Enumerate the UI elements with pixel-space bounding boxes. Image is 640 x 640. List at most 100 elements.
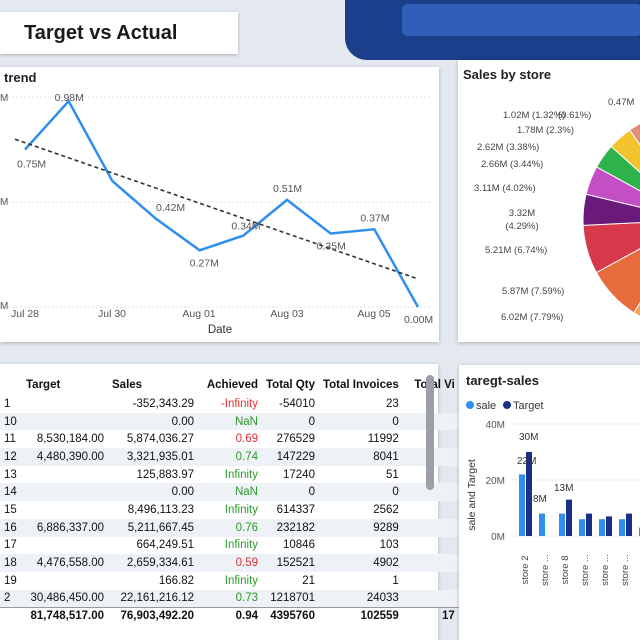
table-cell: 13 [4, 468, 17, 481]
data-table: Target Sales Achieved Total Qty Total Invoic… [0, 375, 459, 625]
pie-label: 0.47M [608, 97, 634, 108]
table-cell [402, 589, 459, 608]
table-cell: 152521 [262, 554, 319, 572]
bar-data-label: 30M [519, 432, 538, 443]
table-cell [22, 395, 108, 413]
table-row[interactable]: 15 8,496,113.23 Infinity 614337 2562 [0, 501, 459, 519]
table-cell [403, 537, 459, 555]
bar-y-tick: 40M [486, 420, 505, 431]
table-cell: 0.59 [198, 554, 262, 572]
table-cell [22, 572, 108, 590]
pie-card[interactable]: Sales by store 6.02M (7.79%) 5.87M (7.59%… [458, 60, 640, 342]
table-cell [403, 501, 459, 519]
table-cell: 9289 [318, 518, 403, 537]
table-cell: 5,874,036.27 [126, 433, 194, 446]
pie-label: 5.87M (7.59%) [502, 286, 564, 297]
table-cell: 12 [0, 448, 22, 466]
table-cell: 0.74 [198, 448, 262, 466]
table-cell: 10 [0, 412, 22, 431]
bar-sale [559, 513, 565, 536]
table-cell: 8,530,184.00 [36, 433, 104, 446]
table-row[interactable]: 16 6,886,337.00 5,211,667.45 0.76 232182 9289 [0, 518, 459, 537]
trend-data-label: 0.75M [17, 159, 46, 171]
table-row[interactable]: 10 0.00 NaN 0 0 [0, 412, 459, 431]
report-title: Target vs Actual [24, 22, 178, 44]
bar-Target [566, 499, 572, 536]
bar-title: taregt-sales [466, 373, 539, 388]
table-cell: 17 [4, 539, 17, 552]
table-cell: 0.73 [198, 589, 262, 608]
table-cell: 664,249.51 [136, 539, 194, 552]
table-row[interactable]: 19 166.82 Infinity 21 1 [0, 572, 459, 590]
pie-label: (0.61%) [558, 110, 591, 121]
column-header[interactable]: Sales [112, 379, 143, 391]
table-cell: 22,161,216.12 [108, 589, 198, 608]
table-cell: -352,343.29 [132, 397, 194, 410]
trend-card[interactable]: trend 0.75M 0.98M 0.42M 0.27M 0.34M 0.51M 0.35… [0, 67, 439, 342]
table-row[interactable]: 14 0.00 NaN 0 0 [0, 483, 459, 502]
bar-sale [599, 519, 605, 536]
bar-data-label: 8M [533, 494, 547, 505]
table-cell: 8,496,113.23 [127, 503, 194, 516]
bar-sale [519, 474, 525, 536]
bar-sale [619, 519, 625, 536]
trend-data-label: 0.34M [231, 221, 260, 233]
column-header[interactable]: Total Qty [266, 379, 315, 391]
table-row[interactable]: 18 4,476,558.00 2,659,334.61 0.59 152521 4902 [0, 554, 459, 572]
header-banner-inner [402, 4, 640, 36]
pie-label: 2.66M (3.44%) [481, 159, 543, 170]
table-cell: NaN [198, 483, 262, 502]
table-row[interactable]: 1 -352,343.29 -Infinity -54010 23 [0, 395, 459, 413]
table-cell: 16 [0, 518, 22, 537]
bar-y-axis-label: sale and Target [466, 459, 478, 531]
legend-label-sale: sale [476, 400, 496, 412]
table-cell: 103 [379, 539, 399, 552]
table-row[interactable]: 2 30,486,450.00 22,161,216.12 0.73 1218701 24… [0, 589, 459, 608]
trend-data-label: 0.51M [273, 183, 302, 195]
table-row[interactable]: 13 125,883.97 Infinity 17240 51 [0, 466, 459, 484]
pie-chart: 6.02M (7.79%) 5.87M (7.59%) 5.21M (6.74%) 3… [474, 97, 640, 323]
table-cell: 1 [4, 397, 11, 410]
bar-x-tick: store 8 [560, 555, 571, 584]
pie-title: Sales by store [463, 67, 552, 82]
table-cell: 14 [0, 483, 22, 502]
table-cell [22, 483, 108, 502]
table-cell [22, 412, 108, 431]
trend-x-axis-label: Date [208, 324, 232, 336]
table-row[interactable]: 11 8,530,184.00 5,874,036.27 0.69 276529 1199… [0, 430, 459, 448]
bar-Target [526, 452, 532, 536]
table-cell: Infinity [224, 503, 258, 516]
trend-data-label: 0.42M [156, 202, 185, 214]
table-cell: 8041 [318, 448, 403, 466]
trend-data-label: 0.98M [55, 92, 84, 104]
table-total-cell: 76,903,492.20 [108, 606, 198, 625]
table-cell: 614337 [276, 503, 315, 516]
column-header[interactable]: Achieved [206, 379, 258, 391]
bar-x-tick: store ... [580, 554, 591, 586]
table-cell: Infinity [224, 574, 258, 587]
column-header[interactable]: Target [26, 379, 61, 391]
legend-marker-target [503, 401, 511, 409]
bar-y-tick: 0M [491, 532, 505, 543]
pie-slice [628, 123, 640, 146]
table-cell: 18 [0, 554, 22, 572]
bar-card[interactable]: taregt-sales sale Target sale and Target 40… [459, 365, 640, 640]
table-scrollbar[interactable] [426, 375, 434, 490]
trend-x-tick: Jul 28 [11, 308, 39, 320]
table-cell: 2,659,334.61 [108, 554, 198, 572]
column-header-store[interactable] [0, 375, 22, 395]
trend-data-label: 0.35M [317, 241, 346, 253]
trend-data-label: 0.27M [190, 257, 219, 269]
trend-chart: 0.75M 0.98M 0.42M 0.27M 0.34M 0.51M 0.35M 0.37M… [0, 92, 433, 336]
pie-label: 3.11M (4.02%) [474, 183, 536, 194]
bar-x-tick: store 2 [520, 555, 531, 584]
table-total-cell: 0.94 [198, 606, 262, 625]
table-cell: 0 [318, 412, 403, 431]
column-header[interactable]: Total Vi [414, 379, 455, 391]
table-cell: 3,321,935.01 [108, 448, 198, 466]
table-row[interactable]: 12 4,480,390.00 3,321,935.01 0.74 147229 8041 [0, 448, 459, 466]
table-row[interactable]: 17 664,249.51 Infinity 10846 103 [0, 537, 459, 555]
pie-label: 6.02M (7.79%) [501, 312, 563, 323]
column-header[interactable]: Total Invoices [322, 379, 399, 391]
bar-x-tick: store ... [600, 554, 611, 586]
